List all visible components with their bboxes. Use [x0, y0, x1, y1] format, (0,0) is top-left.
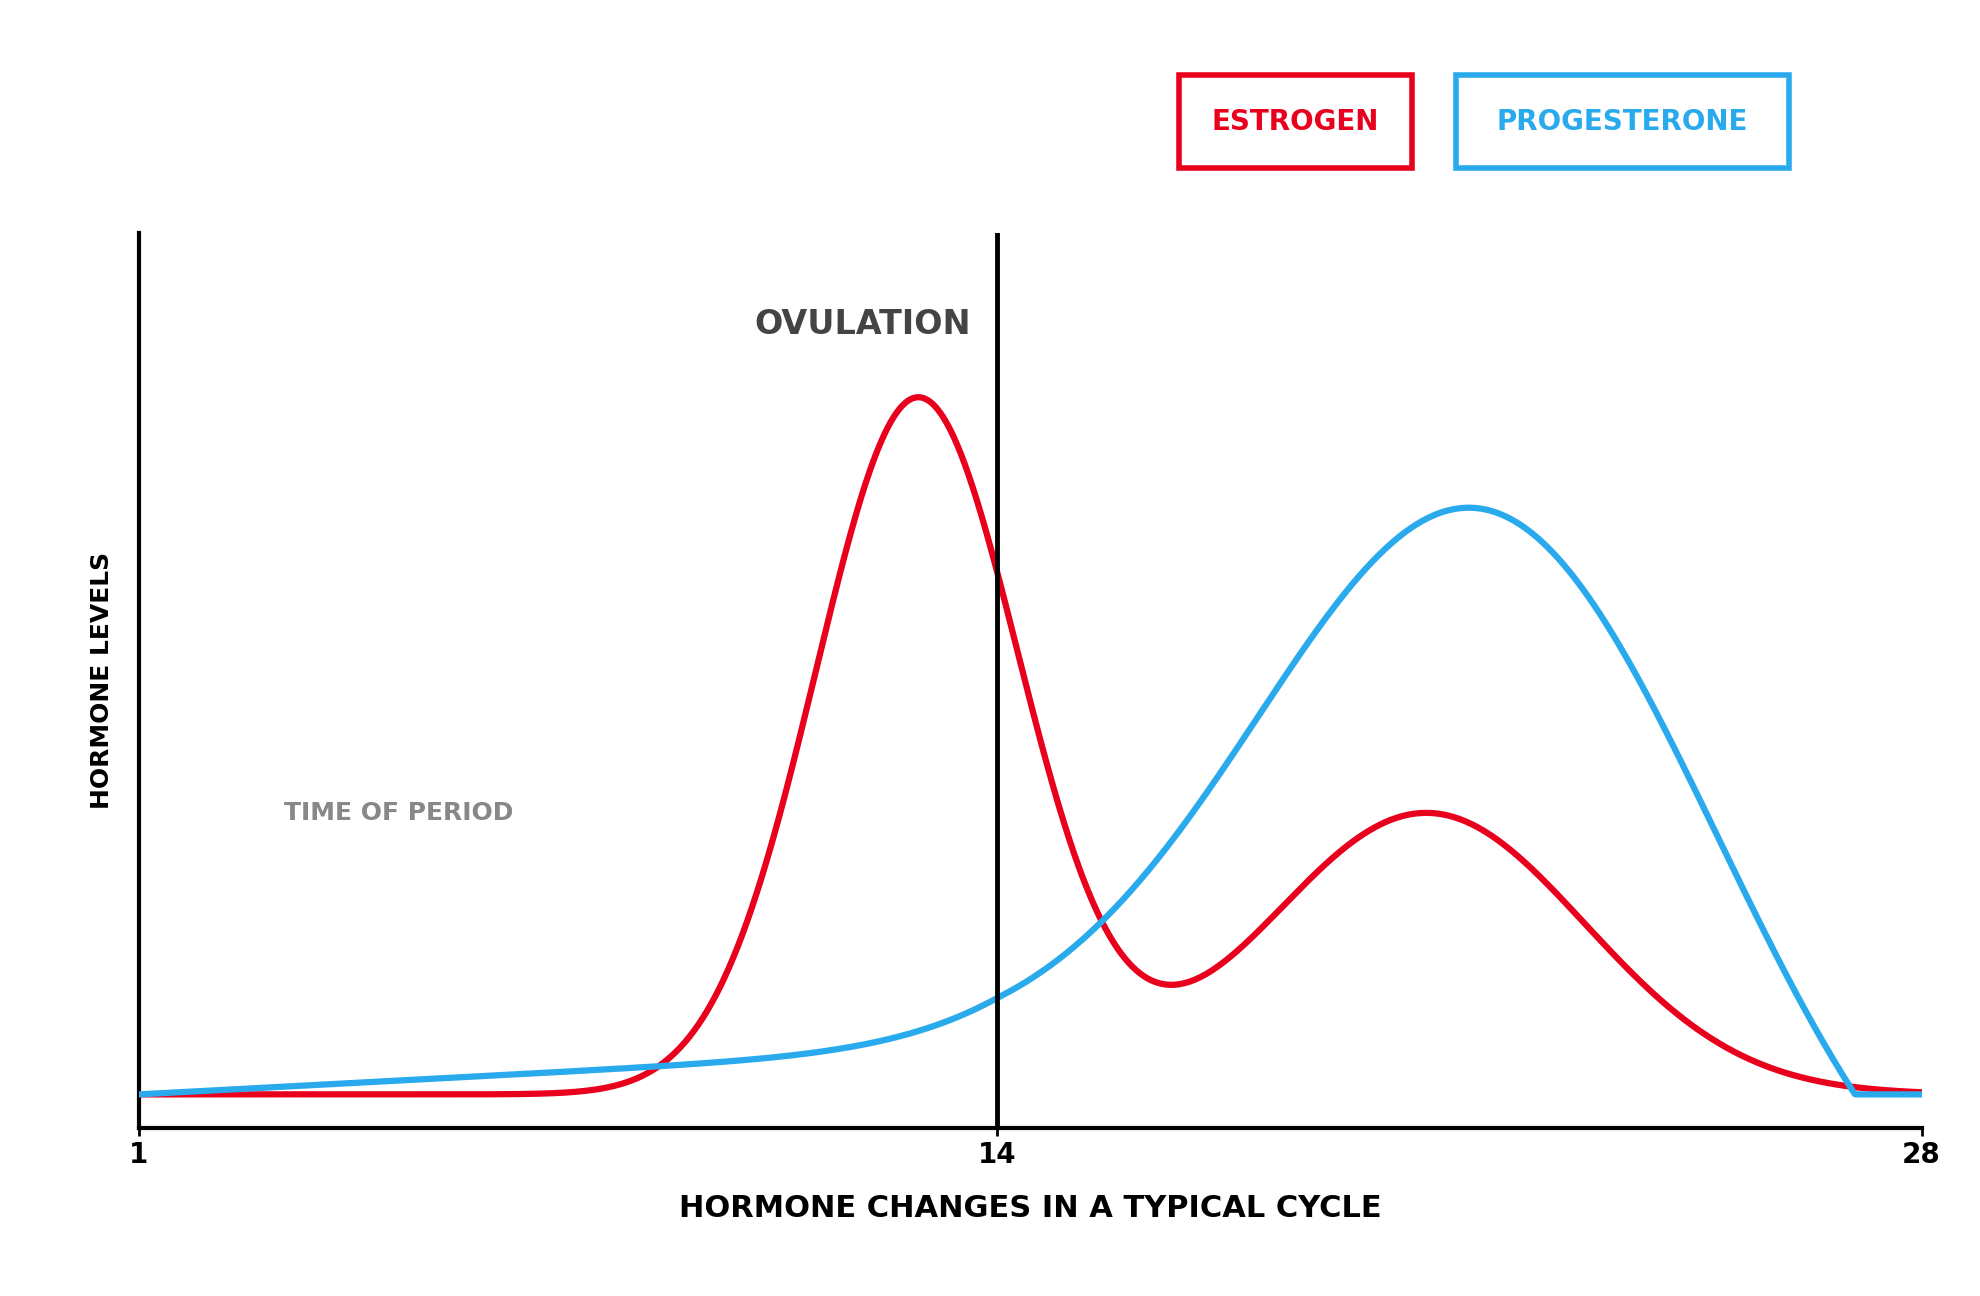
Text: PROGESTERONE: PROGESTERONE [1497, 108, 1746, 136]
Text: ESTROGEN: ESTROGEN [1212, 108, 1378, 136]
Text: OVULATION: OVULATION [754, 308, 970, 341]
X-axis label: HORMONE CHANGES IN A TYPICAL CYCLE: HORMONE CHANGES IN A TYPICAL CYCLE [679, 1194, 1380, 1222]
Y-axis label: HORMONE LEVELS: HORMONE LEVELS [89, 552, 113, 809]
Text: TIME OF PERIOD: TIME OF PERIOD [283, 801, 513, 824]
